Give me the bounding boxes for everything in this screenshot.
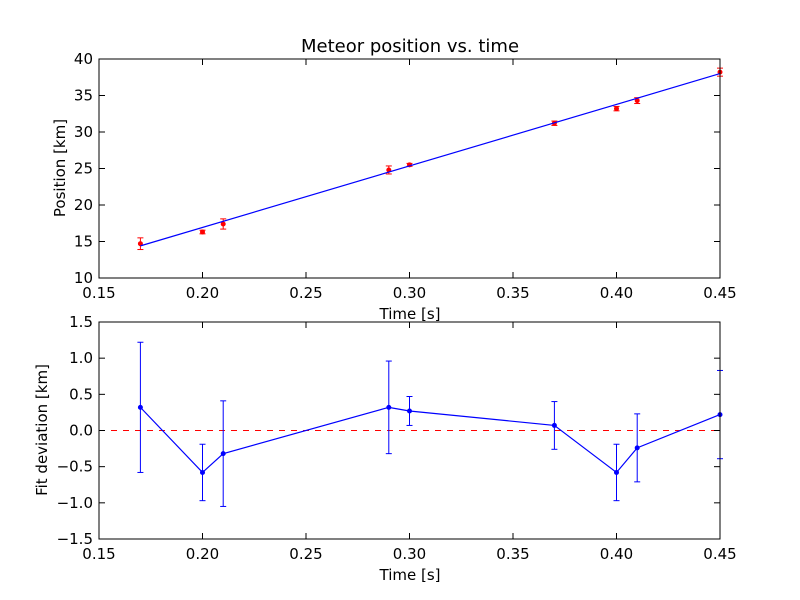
x-tick-label: 0.35	[496, 545, 529, 563]
x-axis-label: Time [s]	[379, 305, 441, 323]
x-tick-label: 0.30	[393, 284, 426, 302]
y-tick-label: 0.0	[69, 422, 93, 440]
data-point	[200, 469, 205, 475]
data-point	[551, 422, 557, 428]
y-tick-label: −1.0	[57, 494, 93, 512]
x-tick-label: 0.45	[703, 284, 736, 302]
x-tick-label: 0.30	[393, 545, 426, 563]
x-tick-label: 0.40	[600, 545, 633, 563]
y-tick-label: 1.0	[69, 349, 93, 367]
data-point	[614, 106, 619, 112]
y-tick-label: 0.5	[69, 385, 93, 403]
y-axis-label: Position [km]	[51, 119, 69, 217]
x-tick-label: 0.15	[82, 545, 115, 563]
deviation-plot: 0.15 0.20 0.25 0.30 0.35 0.40 0.45 −1.5 −1.0 −0.5…	[33, 313, 737, 584]
y-tick-label: 40	[74, 50, 93, 68]
data-point	[386, 404, 392, 410]
x-tick-label: 0.35	[496, 284, 529, 302]
data-point	[200, 229, 205, 235]
y-axis-label: Fit deviation [km]	[33, 364, 51, 496]
y-tick-label: 1.5	[69, 313, 93, 331]
y-tick-label: −1.5	[57, 530, 93, 548]
y-tick-label: 20	[74, 196, 93, 214]
y-tick-label: 10	[74, 269, 93, 287]
x-tick-label: 0.25	[289, 284, 322, 302]
x-tick-label: 0.40	[600, 284, 633, 302]
x-tick-label: 0.20	[186, 545, 219, 563]
data-point	[634, 445, 640, 451]
position-plot: Meteor position vs. time 0.15 0.20 0.25 0.3…	[51, 36, 737, 323]
x-tick-label: 0.15	[82, 284, 115, 302]
x-tick-label: 0.20	[186, 284, 219, 302]
x-axis-label: Time [s]	[379, 566, 441, 584]
data-point	[220, 221, 226, 227]
data-point	[614, 469, 619, 475]
x-tick-label: 0.45	[703, 545, 736, 563]
data-point	[407, 408, 412, 414]
y-tick-label: 30	[74, 123, 93, 141]
data-point	[220, 451, 226, 457]
y-tick-label: −0.5	[57, 458, 93, 476]
chart-title: Meteor position vs. time	[301, 36, 519, 57]
y-tick-label: 35	[74, 87, 93, 105]
y-tick-label: 25	[74, 160, 93, 178]
x-tick-label: 0.25	[289, 545, 322, 563]
fit-line	[140, 73, 721, 247]
y-tick-label: 15	[74, 233, 93, 251]
data-point	[137, 404, 143, 410]
